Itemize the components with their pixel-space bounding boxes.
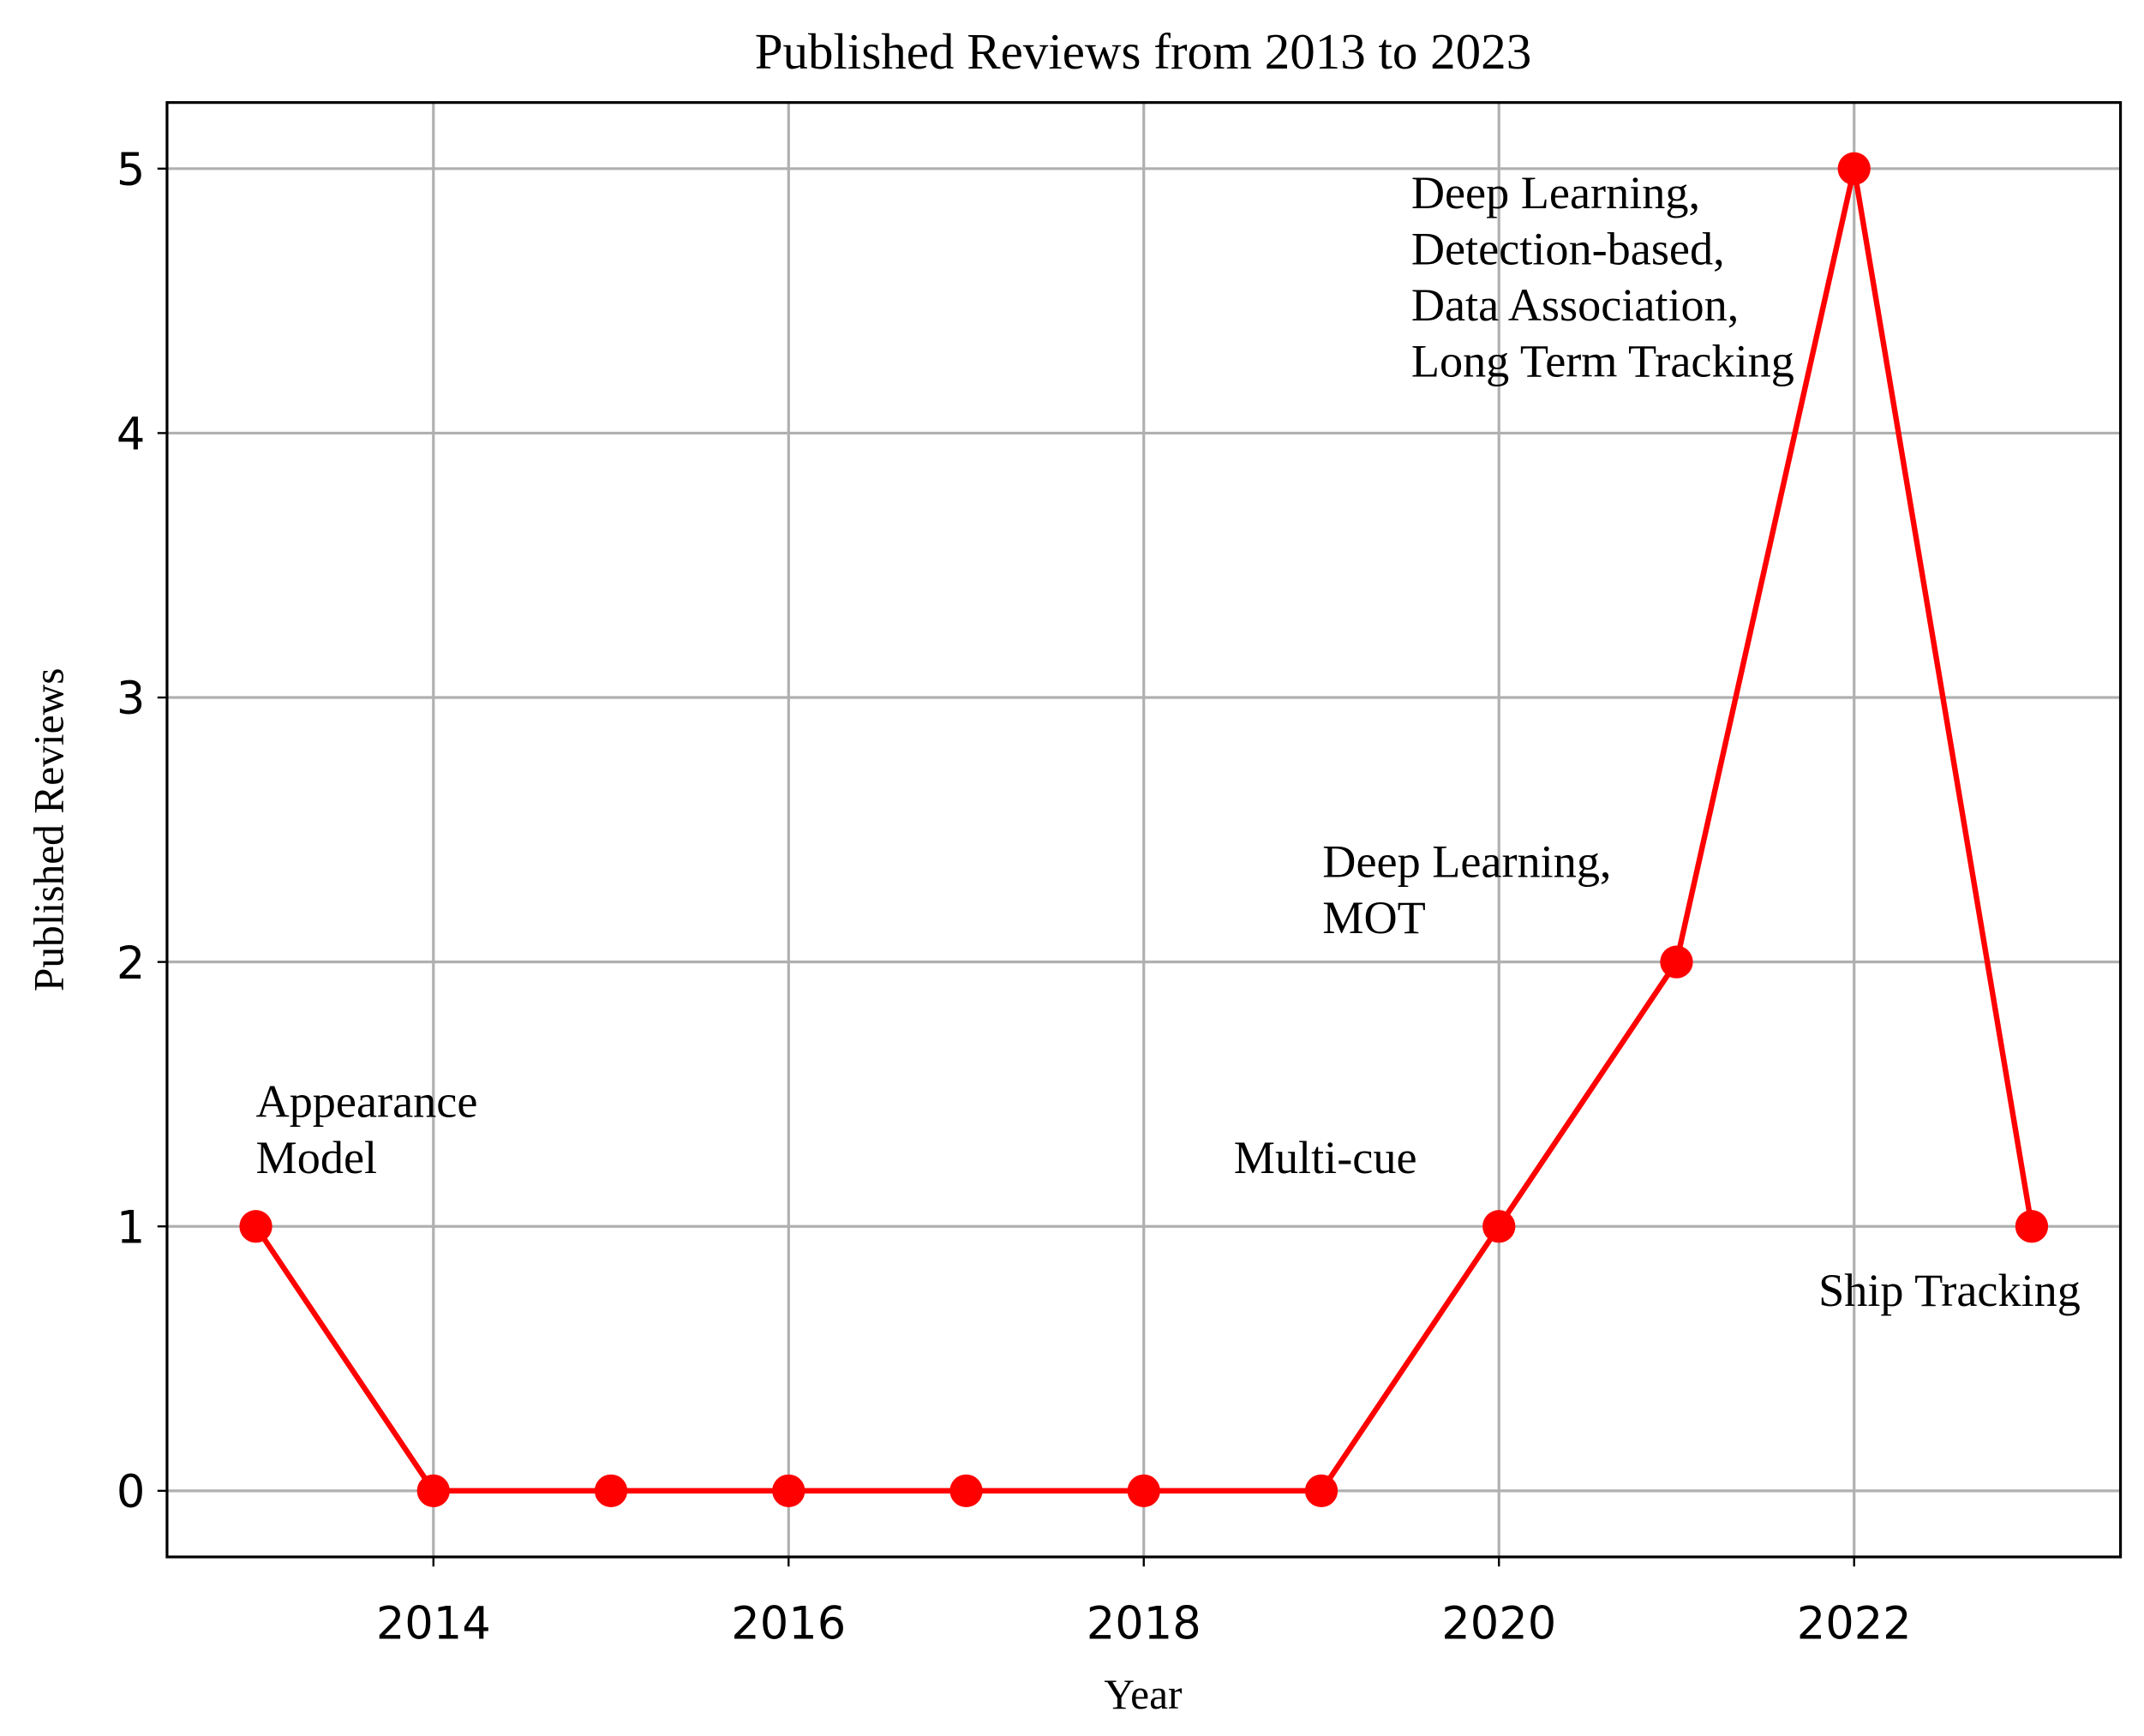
annotation: Long Term Tracking: [1411, 335, 1794, 386]
y-tick-label: 5: [117, 144, 145, 196]
y-tick-label: 0: [117, 1466, 145, 1518]
y-tick-label: 2: [117, 937, 145, 990]
annotation: Detection-based,: [1411, 223, 1725, 274]
x-tick-label: 2022: [1797, 1598, 1912, 1650]
data-point: [239, 1210, 272, 1243]
x-tick-label: 2014: [376, 1598, 491, 1650]
data-point: [1482, 1210, 1516, 1243]
y-tick-label: 1: [117, 1201, 145, 1254]
data-point: [1837, 152, 1871, 185]
data-point: [1660, 945, 1693, 979]
y-axis-label: Published Reviews: [26, 668, 73, 992]
data-point: [772, 1474, 805, 1508]
data-point: [416, 1474, 450, 1508]
y-tick-label: 4: [117, 409, 145, 461]
x-tick-label: 2020: [1441, 1598, 1556, 1650]
annotation: Model: [256, 1132, 378, 1183]
x-tick-label: 2016: [731, 1598, 846, 1650]
x-tick-label: 2018: [1087, 1598, 1201, 1650]
annotation: Data Association,: [1411, 279, 1739, 331]
data-point: [1304, 1474, 1339, 1508]
y-tick-label: 3: [117, 673, 145, 725]
data-point: [1127, 1474, 1160, 1508]
chart-title: Published Reviews from 2013 to 2023: [755, 23, 1532, 80]
annotation: Ship Tracking: [1818, 1265, 2081, 1316]
data-point: [594, 1474, 628, 1508]
annotation: Appearance: [256, 1076, 478, 1128]
annotation: Deep Learning,: [1322, 836, 1611, 888]
annotation: Deep Learning,: [1411, 167, 1700, 218]
annotation: MOT: [1322, 892, 1425, 943]
plot-frame: [165, 101, 2123, 1559]
data-point: [2015, 1210, 2049, 1243]
annotation: Multi-cue: [1234, 1132, 1417, 1183]
data-point: [949, 1474, 983, 1508]
x-axis-label: Year: [1104, 1671, 1183, 1718]
